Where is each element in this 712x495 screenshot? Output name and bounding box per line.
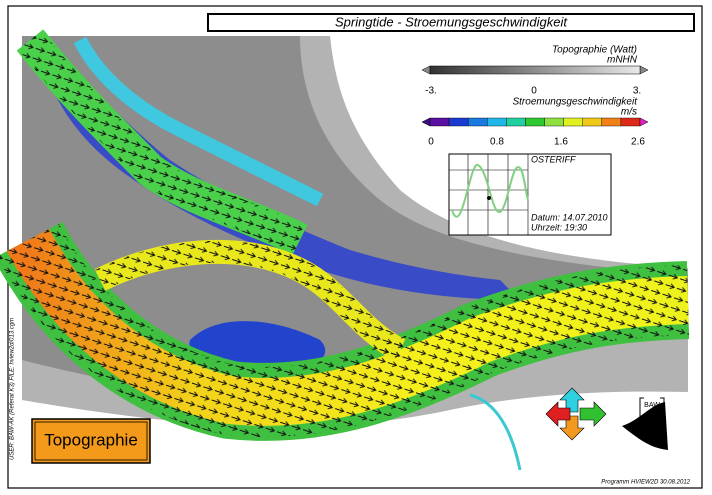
legend-unit: m/s: [621, 107, 637, 118]
legend-unit: mNHN: [607, 55, 638, 66]
colorbar-segment: [467, 117, 488, 127]
colorbar-segment: [582, 117, 603, 127]
colorbar-segment: [620, 117, 641, 127]
footer: Programm HVIEW2D 30.08.2012: [601, 480, 690, 486]
inset-box: [448, 153, 612, 236]
colorbar-speed: [421, 117, 649, 127]
logo-text: BAW: [644, 402, 660, 409]
side-note: USER: BAW-AK (Referat K3) FILE: hview2d/…: [10, 318, 16, 460]
title: Springtide - Stroemungsgeschwindigkeit: [335, 14, 568, 29]
colorbar-segment: [421, 117, 431, 127]
colorbar-topo: [429, 65, 641, 75]
navigation-arrows[interactable]: [545, 387, 607, 441]
legend-tick: 3.: [633, 86, 641, 97]
colorbar-segment: [601, 117, 622, 127]
time-marker: [487, 196, 491, 200]
flow-arrows: [95, 240, 406, 360]
colorbar-segment: [487, 117, 507, 127]
legend-tick: 0: [428, 137, 434, 148]
title-box: [207, 13, 695, 32]
legend-tick: 2.6: [631, 137, 645, 148]
colorbar-segment: [563, 117, 583, 127]
logo: BAW: [622, 397, 668, 450]
colorbar-segment: [429, 117, 450, 127]
legend-tick: 1.6: [554, 137, 568, 148]
colorbar-segment: [448, 117, 469, 127]
legend-tick: 0.8: [490, 137, 504, 148]
topography-button[interactable]: Topographie: [31, 418, 151, 464]
colorbar-segment: [525, 117, 545, 127]
station: OSTERIFF: [531, 154, 576, 164]
colorbar-segment: [639, 117, 649, 127]
legend-tick: -3.: [425, 86, 437, 97]
tide-curve: [451, 163, 529, 218]
date: Datum: 14.07.2010: [531, 212, 608, 222]
legend-title: Stroemungsgeschwindigkeit: [512, 97, 638, 108]
time: Uhrzeit: 19:30: [531, 222, 587, 232]
button-label[interactable]: Topographie: [44, 430, 138, 449]
flow-arrows: [0, 223, 690, 437]
frame: [7, 5, 703, 489]
colorbar-segment: [506, 117, 526, 127]
legend-title: Topographie (Watt): [552, 45, 637, 56]
map: [0, 29, 690, 471]
legend-tick: 0: [531, 86, 537, 97]
flow-arrows: [18, 30, 307, 254]
channel-side: [73, 36, 324, 207]
colorbar-segment: [544, 117, 564, 127]
tributary: [469, 393, 522, 471]
